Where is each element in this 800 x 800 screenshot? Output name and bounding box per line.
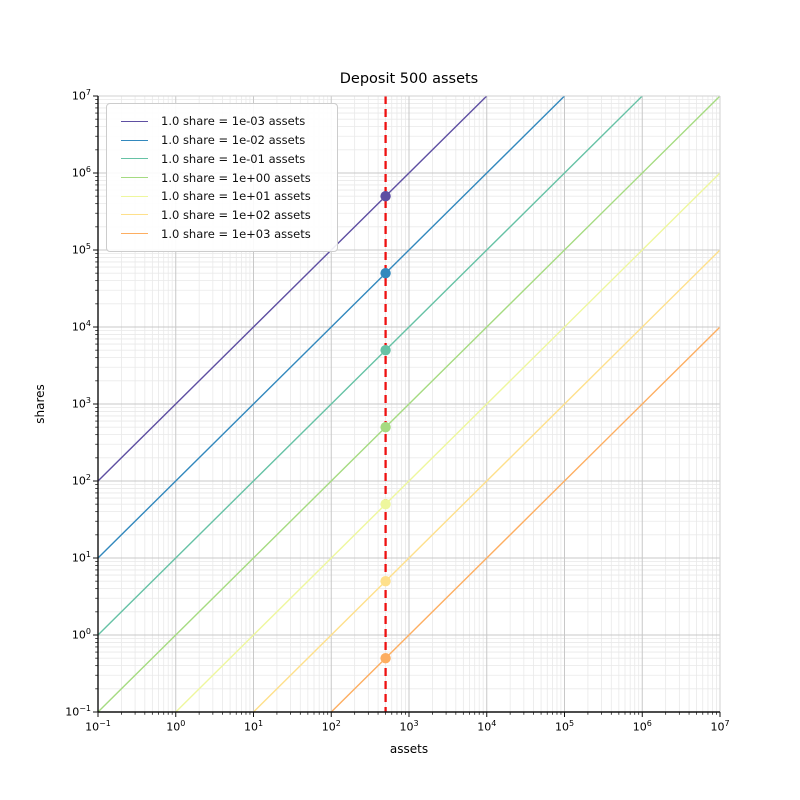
y-tick-label: 102 [71, 473, 91, 488]
legend-label: 1.0 share = 1e+01 assets [161, 189, 311, 204]
x-tick-label: 105 [554, 719, 575, 734]
series-line [97, 95, 643, 636]
x-axis-label: assets [389, 742, 429, 756]
legend-item: 1.0 share = 1e+03 assets [115, 224, 329, 243]
data-point [380, 575, 391, 587]
legend-label: 1.0 share = 1e+00 assets [161, 170, 311, 185]
y-tick-label: 103 [71, 396, 91, 411]
x-tick-label: 101 [243, 719, 264, 734]
data-point [380, 421, 391, 433]
legend-label: 1.0 share = 1e+03 assets [161, 226, 311, 241]
y-tick-label: 105 [71, 242, 91, 257]
x-tick-label: 100 [166, 719, 186, 734]
data-point [380, 344, 391, 356]
legend-item: 1.0 share = 1e+02 assets [115, 206, 329, 225]
y-tick-label: 104 [71, 319, 91, 334]
x-tick-label: 10−1 [85, 719, 111, 734]
legend: 1.0 share = 1e-03 assets 1.0 share = 1e-0… [106, 103, 338, 252]
legend-line-swatch [121, 139, 148, 141]
series-line [330, 326, 721, 713]
series-line [253, 249, 721, 713]
legend-label: 1.0 share = 1e-03 assets [161, 114, 306, 129]
legend-label: 1.0 share = 1e-01 assets [161, 151, 306, 166]
legend-line-swatch [121, 233, 148, 235]
series-line [97, 95, 721, 713]
y-tick-label: 100 [71, 627, 91, 642]
data-point [380, 190, 391, 202]
chart-title: Deposit 500 assets [339, 71, 479, 87]
y-tick-label: 107 [71, 88, 91, 103]
legend-line-swatch [121, 120, 148, 122]
y-tick-label: 101 [71, 550, 91, 565]
data-point [380, 267, 391, 279]
series-line [175, 172, 721, 713]
y-tick-label: 106 [71, 165, 91, 180]
x-tick-label: 103 [399, 719, 419, 734]
data-point [380, 652, 391, 664]
legend-item: 1.0 share = 1e-02 assets [115, 131, 329, 150]
data-point [380, 498, 391, 510]
x-tick-label: 107 [710, 719, 730, 734]
legend-label: 1.0 share = 1e+02 assets [161, 207, 311, 222]
legend-line-swatch [121, 214, 148, 216]
x-tick-label: 106 [632, 719, 652, 734]
legend-item: 1.0 share = 1e+00 assets [115, 168, 329, 187]
legend-line-swatch [121, 177, 148, 179]
x-tick-label: 104 [477, 719, 497, 734]
legend-line-swatch [121, 158, 148, 160]
x-tick-label: 102 [321, 719, 341, 734]
y-tick-label: 10−1 [65, 704, 91, 719]
series-line [97, 95, 488, 482]
series-line [97, 95, 565, 559]
legend-item: 1.0 share = 1e-03 assets [115, 112, 329, 131]
legend-label: 1.0 share = 1e-02 assets [161, 133, 306, 148]
legend-item: 1.0 share = 1e+01 assets [115, 187, 329, 206]
legend-line-swatch [121, 195, 148, 197]
legend-item: 1.0 share = 1e-01 assets [115, 149, 329, 168]
